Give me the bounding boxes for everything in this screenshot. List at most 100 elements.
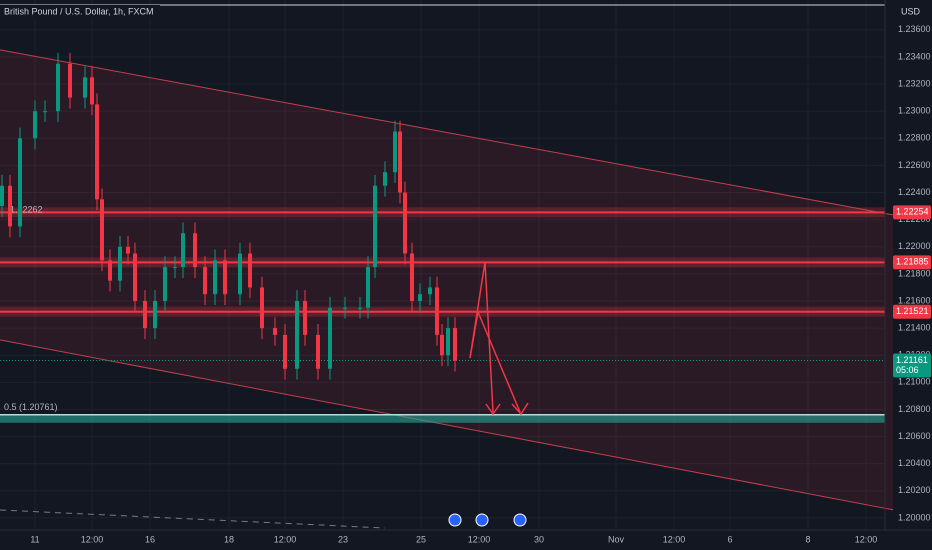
candle-body	[0, 185, 4, 207]
projection-arrow	[477, 311, 521, 413]
candle-body	[260, 287, 264, 329]
target-band	[0, 414, 885, 423]
candle-body	[33, 111, 37, 139]
fib-label: 1.22262	[10, 205, 43, 215]
channel-line	[0, 49, 894, 216]
overlay: British Pound / U.S. Dollar, 1h, FXCM US…	[0, 0, 932, 531]
price-tag	[893, 255, 931, 270]
candle-body	[173, 267, 177, 269]
candle-body	[248, 253, 252, 288]
candle-body	[153, 300, 157, 329]
chart-title: British Pound / U.S. Dollar, 1h, FXCM	[4, 6, 154, 16]
channel-line	[0, 339, 894, 511]
candle-body	[18, 138, 22, 227]
candle-body	[213, 260, 217, 295]
y-tick-label: 1.21600	[898, 295, 931, 305]
y-tick-label: 1.23600	[898, 24, 931, 34]
candle-body	[366, 267, 370, 308]
candle-body	[133, 253, 137, 301]
candle-body	[90, 77, 94, 105]
candle-body	[273, 328, 277, 335]
y-tick-label: 1.20800	[898, 404, 931, 414]
title-bg	[0, 5, 160, 19]
y-tick-label: 1.20400	[898, 458, 931, 468]
y-tick-label: 1.22800	[898, 133, 931, 143]
y-tick-label: 1.23000	[898, 106, 931, 116]
y-tick-label: 1.22000	[898, 241, 931, 251]
candle-body	[56, 63, 60, 112]
x-tick-label: 12:00	[468, 534, 491, 544]
candle-body	[453, 328, 457, 361]
y-tick-label: 1.20600	[898, 431, 931, 441]
price-tag-label: 1.21885	[896, 257, 929, 267]
candle-body	[328, 307, 332, 369]
x-tick-label: 6	[727, 534, 732, 544]
event-icon[interactable]	[513, 513, 527, 527]
candle-body	[403, 192, 407, 254]
candle-body	[8, 185, 12, 227]
y-tick-label: 1.21800	[898, 268, 931, 278]
candle-body	[393, 131, 397, 173]
candle-body	[118, 246, 122, 281]
candle-body	[435, 287, 439, 335]
y-tick-label: 1.21000	[898, 377, 931, 387]
candle-body	[43, 111, 47, 113]
x-tick-label: 18	[224, 534, 234, 544]
candle-body	[108, 260, 112, 281]
price-tag-label: 1.22254	[896, 207, 929, 217]
price-tag	[893, 205, 931, 220]
candle-body	[295, 300, 299, 369]
candle-body	[358, 307, 362, 309]
arrow-head	[485, 403, 501, 416]
y-tick-label: 1.23200	[898, 78, 931, 88]
candle-body	[410, 253, 414, 301]
x-tick-label: 8	[805, 534, 810, 544]
price-tag-label: 1.21521	[896, 306, 929, 316]
channel-fill	[0, 49, 893, 510]
current-price-label: 1.21161	[896, 355, 928, 365]
candle-body	[383, 172, 387, 186]
candle-body	[143, 300, 147, 329]
current-price-tag	[893, 353, 931, 378]
currency: USD	[901, 6, 921, 16]
candle-body	[223, 260, 227, 295]
x-tick-label: 25	[416, 534, 426, 544]
candle-body	[83, 77, 87, 98]
candle-body	[418, 294, 422, 301]
price-tag	[893, 304, 931, 319]
candle-body	[203, 267, 207, 295]
candle-body	[428, 287, 432, 295]
event-icon[interactable]	[475, 513, 489, 527]
candle-body	[343, 307, 347, 309]
x-tick-label: 30	[534, 534, 544, 544]
target-label: 0.5 (1.20761)	[4, 402, 58, 412]
candle-body	[283, 334, 287, 369]
candle-body	[398, 131, 402, 193]
candle-body	[440, 334, 444, 356]
y-tick-label: 1.20000	[898, 512, 931, 522]
candle-body	[68, 63, 72, 98]
candle-body	[100, 199, 104, 261]
x-tick-label: 12:00	[274, 534, 297, 544]
candle-body	[373, 185, 377, 268]
countdown-label: 05:06	[896, 365, 919, 375]
y-tick-label: 1.21400	[898, 322, 931, 332]
projection-arrow	[469, 311, 479, 359]
candle-body	[316, 334, 320, 369]
event-icon[interactable]	[448, 513, 462, 527]
candle-body	[303, 300, 307, 335]
x-tick-label: 16	[145, 534, 155, 544]
x-tick-label: 23	[338, 534, 348, 544]
arrow-head	[511, 402, 529, 416]
x-tick-label: 12:00	[855, 534, 878, 544]
candle-body	[95, 104, 99, 200]
y-tick-label: 1.22400	[898, 187, 931, 197]
zones: 0.5 (1.20761) 1.22262	[0, 49, 894, 511]
candle-body	[446, 328, 450, 356]
y-tick-label: 1.20200	[898, 485, 931, 495]
y-tick-label: 1.22600	[898, 160, 931, 170]
